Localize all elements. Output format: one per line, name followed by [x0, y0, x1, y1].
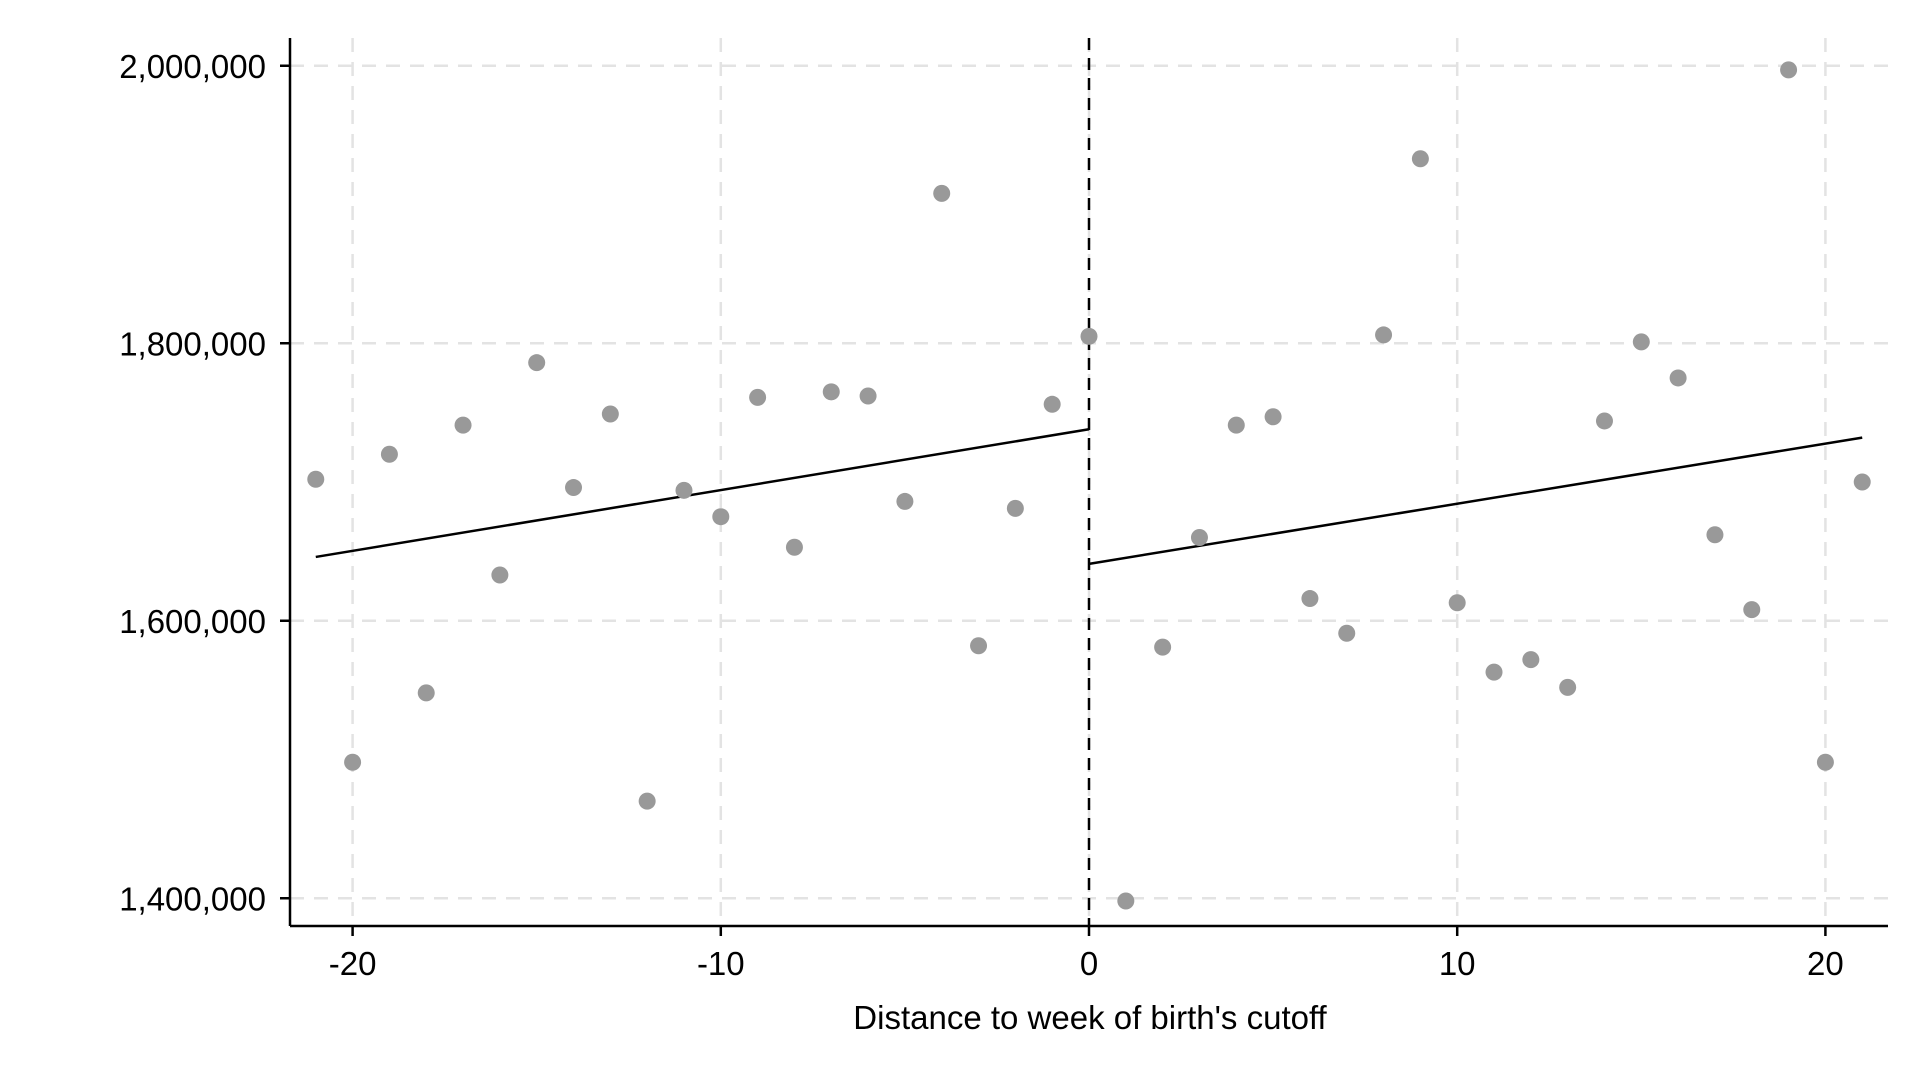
data-point [307, 470, 325, 488]
data-point [1264, 408, 1282, 426]
data-point [1559, 678, 1577, 696]
data-point [565, 479, 583, 497]
data-point [896, 492, 914, 510]
data-point [1595, 412, 1613, 430]
data-point [1117, 892, 1135, 910]
fit-lines [315, 428, 1863, 566]
data-point [1706, 526, 1724, 544]
fit-line-left [315, 428, 1090, 559]
data-point [1485, 663, 1503, 681]
data-point [1522, 651, 1540, 669]
data-point [1375, 326, 1393, 344]
grid [290, 38, 1888, 926]
data-point [454, 416, 472, 434]
data-point [1227, 416, 1245, 434]
data-point [601, 405, 619, 423]
x-tick-label: 20 [1807, 945, 1844, 982]
y-tick-label: 2,000,000 [119, 48, 266, 85]
y-tick-label: 1,800,000 [119, 325, 266, 362]
ticks: -20 -10 0 10 20 1,400,000 1,600,000 1,800,000 2,… [119, 48, 1844, 982]
data-point [785, 538, 803, 556]
data-point [417, 684, 435, 702]
data-point [1154, 638, 1172, 656]
x-axis-title: Distance to week of birth's cutoff [853, 999, 1327, 1036]
data-point [1301, 590, 1319, 608]
data-point [1043, 395, 1061, 413]
data-point [528, 354, 546, 372]
data-point [1006, 499, 1024, 517]
data-point [1080, 327, 1098, 345]
data-point [380, 445, 398, 463]
y-tick-label: 1,600,000 [119, 603, 266, 640]
data-point [1816, 753, 1834, 771]
data-point [970, 637, 988, 655]
x-tick-label: 10 [1439, 945, 1476, 982]
data-point [1411, 150, 1429, 168]
data-point [749, 388, 767, 406]
data-point [1448, 594, 1466, 612]
x-tick-label: -20 [329, 945, 377, 982]
data-point [675, 481, 693, 499]
fit-line-right [1088, 436, 1863, 566]
data-point [822, 383, 840, 401]
x-tick-label: 0 [1080, 945, 1098, 982]
data-point [1338, 624, 1356, 642]
data-points [307, 61, 1871, 910]
data-point [1780, 61, 1798, 79]
data-point [1632, 333, 1650, 351]
data-point [712, 508, 730, 526]
data-point [1190, 529, 1208, 546]
x-tick-label: -10 [697, 945, 745, 982]
y-tick-label: 1,400,000 [119, 880, 266, 917]
data-point [1669, 369, 1687, 387]
data-point [344, 753, 362, 771]
data-point [638, 792, 656, 810]
data-point [933, 184, 951, 202]
data-point [1743, 601, 1761, 619]
data-point [491, 566, 509, 584]
data-point [859, 387, 877, 405]
data-point [1853, 473, 1871, 491]
